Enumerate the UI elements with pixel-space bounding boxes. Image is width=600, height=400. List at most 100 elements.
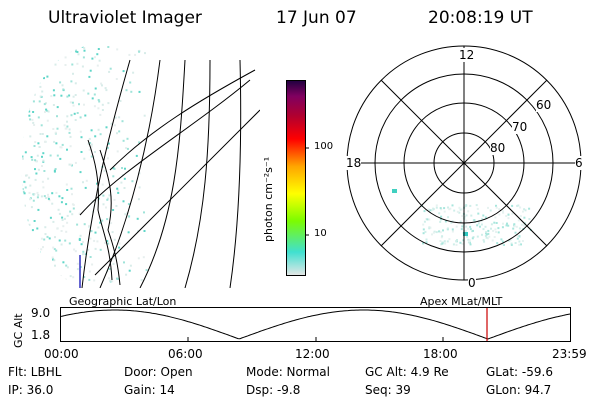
emission-dot	[520, 223, 523, 226]
uv-speckle	[93, 93, 96, 96]
emission-dot	[485, 232, 487, 235]
emission-dot	[492, 229, 495, 232]
uv-speckle	[70, 163, 73, 166]
uv-speckle	[47, 193, 49, 196]
uv-speckle	[37, 116, 40, 119]
emission-dot	[491, 239, 494, 242]
uv-speckle	[61, 219, 64, 221]
emission-dot	[439, 231, 442, 234]
uv-speckle	[41, 165, 43, 167]
mlt-label-6: 6	[575, 156, 583, 170]
emission-dot	[487, 229, 490, 232]
emission-dot	[464, 230, 467, 232]
uv-speckle	[61, 197, 64, 200]
emission-dot	[523, 216, 526, 219]
polar-plot	[346, 45, 582, 281]
emission-dot	[446, 227, 449, 230]
uv-speckle	[84, 114, 87, 117]
altitude-ylabel: GC Alt	[12, 313, 25, 348]
emission-dot	[484, 216, 487, 219]
uv-speckle	[105, 206, 107, 209]
uv-speckle	[54, 168, 57, 170]
uv-speckle	[21, 246, 24, 249]
uv-speckle	[144, 52, 146, 55]
emission-dot	[519, 215, 522, 218]
emission-dot	[426, 218, 429, 221]
uv-speckle	[83, 157, 86, 160]
uv-speckle	[96, 64, 99, 67]
uv-speckle	[90, 230, 93, 233]
uv-speckle	[64, 64, 67, 66]
uv-speckle	[40, 274, 43, 277]
uv-speckle	[108, 268, 111, 270]
uv-speckle	[54, 264, 56, 267]
uv-speckle	[97, 107, 100, 110]
uv-speckle	[31, 118, 34, 121]
emission-dot	[502, 210, 504, 213]
uv-speckle	[47, 110, 50, 113]
uv-speckle	[99, 221, 102, 224]
uv-speckle	[63, 124, 66, 127]
emission-dot	[461, 215, 464, 217]
uv-speckle	[40, 73, 43, 75]
uv-speckle	[82, 181, 84, 184]
uv-speckle	[87, 92, 90, 95]
uv-speckle	[90, 145, 93, 148]
uv-speckle	[74, 48, 77, 51]
uv-speckle	[46, 135, 49, 138]
uv-speckle	[124, 167, 126, 170]
uv-speckle	[22, 77, 25, 80]
uv-speckle	[28, 280, 31, 282]
uv-speckle	[26, 219, 29, 222]
uv-speckle	[91, 97, 94, 100]
emission-dot	[513, 225, 516, 228]
emission-dot	[488, 235, 491, 238]
uv-speckle	[40, 195, 43, 198]
date-label: 17 Jun 07	[276, 8, 357, 28]
uv-speckle	[68, 94, 71, 97]
uv-speckle	[107, 242, 110, 245]
uv-speckle	[101, 109, 104, 111]
uv-speckle	[69, 101, 72, 104]
uv-speckle	[49, 216, 52, 219]
uv-speckle	[79, 234, 82, 237]
uv-speckle	[110, 222, 113, 225]
geographic-caption: Geographic Lat/Lon	[69, 295, 177, 308]
uv-speckle	[108, 70, 111, 73]
uv-speckle	[28, 96, 31, 99]
uv-speckle	[29, 68, 31, 71]
colorbar	[286, 80, 309, 276]
uv-speckle	[44, 111, 46, 113]
uv-speckle	[80, 136, 83, 139]
emission-dot	[456, 210, 459, 213]
uv-speckle	[84, 186, 87, 189]
uv-speckle	[100, 82, 103, 85]
uv-speckle	[55, 249, 58, 252]
uv-speckle	[76, 51, 79, 53]
uv-speckle	[138, 141, 141, 144]
uv-speckle	[19, 105, 21, 107]
uv-speckle	[101, 84, 103, 87]
uv-speckle	[52, 89, 55, 92]
uv-speckle	[70, 187, 73, 190]
uv-speckle	[32, 121, 35, 124]
uv-speckle	[34, 168, 36, 171]
uv-speckle	[26, 243, 29, 246]
emission-dot	[493, 221, 496, 224]
uv-speckle	[64, 56, 67, 59]
uv-speckle	[40, 67, 43, 70]
uv-speckle	[90, 143, 93, 146]
emission-dot	[502, 244, 505, 246]
emission-dot	[487, 232, 490, 235]
uv-speckle	[37, 194, 40, 196]
emission-dot	[485, 231, 488, 234]
emission-dot	[494, 228, 497, 231]
uv-speckle	[32, 55, 34, 58]
uv-speckle	[73, 248, 76, 251]
emission-dot	[455, 240, 458, 242]
emission-dot	[460, 228, 463, 231]
uv-speckle	[131, 180, 134, 183]
uv-speckle	[32, 199, 35, 202]
uv-speckle	[49, 154, 52, 157]
uv-speckle	[118, 116, 121, 119]
